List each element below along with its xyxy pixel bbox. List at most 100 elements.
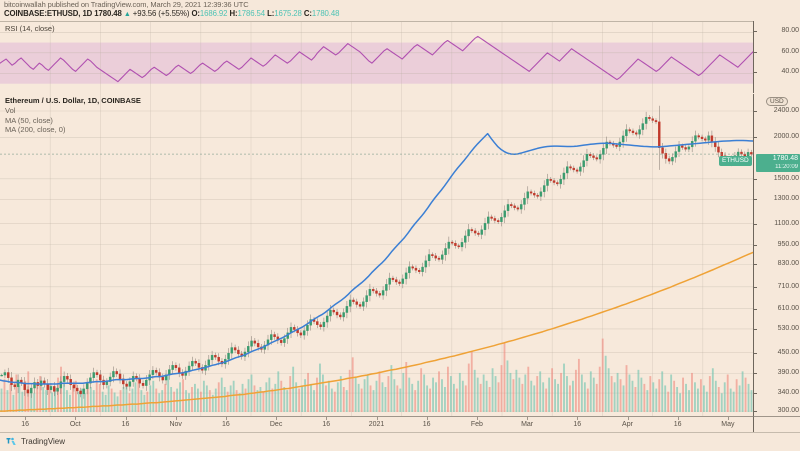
price-axis-tick	[754, 328, 757, 330]
symbol-info-bar: COINBASE:ETHUSD, 1D 1780.48 ▲ +93.56 (+5…	[4, 9, 339, 18]
main-legend-title[interactable]: Ethereum / U.S. Dollar, 1D, COINBASE	[5, 96, 141, 105]
current-price-value: 1780.48	[772, 155, 798, 162]
symbol-price-badge: ETHUSD	[719, 156, 752, 166]
time-axis[interactable]: 16 Oct 16 Nov 16 Dec 16 2021 16 Feb Mar 16 Apr 16 May	[0, 416, 753, 433]
rsi-indicator-pane[interactable]: RSI (14, close)	[0, 21, 753, 95]
time-axis-tick	[677, 417, 679, 420]
price-axis-label: 610.00	[777, 304, 799, 312]
time-axis-label: 16	[121, 421, 130, 428]
ma50-legend[interactable]: MA (50, close)	[5, 115, 53, 125]
main-price-pane[interactable]: Ethereum / U.S. Dollar, 1D, COINBASE Vol…	[0, 94, 753, 416]
price-axis-tick	[754, 308, 757, 310]
rsi-axis-tick	[754, 31, 757, 33]
time-axis-label: Dec	[269, 421, 283, 428]
price-axis-tick	[754, 223, 757, 225]
rsi-plot	[0, 22, 753, 94]
volume-legend[interactable]: Vol	[5, 106, 16, 115]
time-axis-tick	[75, 417, 77, 420]
time-axis-label: Oct	[69, 421, 81, 428]
time-axis-corner	[753, 416, 800, 433]
time-axis-tick	[627, 417, 629, 420]
time-axis-tick	[25, 417, 27, 420]
price-axis-tick	[754, 137, 757, 139]
price-axis-label: 950.00	[777, 240, 799, 248]
tradingview-brand-text: TradingView	[21, 436, 66, 446]
publish-watermark: bitcoinwallah published on TradingView.c…	[4, 0, 249, 9]
footer-bar: TradingView	[0, 432, 800, 451]
close-label: C:	[303, 8, 312, 18]
time-axis-tick	[727, 417, 729, 420]
watermark-text: bitcoinwallah published on TradingView.c…	[4, 0, 249, 9]
time-axis-tick	[276, 417, 278, 420]
rsi-axis-tick	[754, 51, 757, 53]
high-value: 1786.54	[237, 8, 266, 18]
last-price: 1780.48	[94, 8, 122, 18]
time-axis-label: 2021	[368, 421, 385, 428]
time-axis-label: May	[721, 421, 735, 428]
price-axis-tick	[754, 286, 757, 288]
time-axis-tick	[527, 417, 529, 420]
main-legend: Ethereum / U.S. Dollar, 1D, COINBASE Vol…	[5, 96, 141, 135]
price-axis-label: 300.00	[777, 407, 799, 415]
ma200-legend[interactable]: MA (200, close, 0)	[5, 125, 66, 134]
time-axis-label: 16	[322, 421, 331, 428]
price-axis-tick	[754, 110, 757, 112]
direction-up-icon: ▲	[123, 10, 131, 18]
price-axis-label: 450.00	[777, 348, 799, 356]
time-axis-tick	[476, 417, 478, 420]
price-axis-tick	[754, 244, 757, 246]
tradingview-brand[interactable]: TradingView	[6, 436, 65, 446]
time-axis-label: 16	[422, 421, 431, 428]
time-axis-label: 16	[21, 421, 29, 428]
rsi-axis-label: 40.00	[781, 68, 799, 76]
time-axis-tick	[125, 417, 127, 420]
time-axis-tick	[175, 417, 177, 420]
time-axis-tick	[326, 417, 328, 420]
candlestick-plot	[0, 94, 753, 416]
rsi-legend[interactable]: RSI (14, close)	[5, 24, 55, 33]
price-axis-label: 390.00	[777, 369, 799, 377]
price-axis-label: 2000.00	[773, 133, 799, 141]
price-change: +93.56 (+5.55%)	[132, 8, 190, 18]
price-axis-tick	[754, 373, 757, 375]
price-axis-tick	[754, 178, 757, 180]
price-axis-label: 1500.00	[773, 174, 799, 182]
time-axis-tick	[376, 417, 378, 420]
current-price-badge: 1780.48 11:20:09	[756, 154, 800, 172]
time-axis-label: Apr	[622, 421, 633, 428]
rsi-axis-tick	[754, 72, 757, 74]
time-axis-label: 16	[673, 421, 682, 428]
open-label: O:	[191, 8, 200, 18]
rsi-axis-label: 80.00	[781, 27, 799, 35]
current-price-time: 11:20:09	[775, 164, 798, 170]
price-axis-tick	[754, 393, 757, 395]
currency-badge[interactable]: USD	[766, 97, 788, 106]
rsi-axis-label: 60.00	[781, 47, 799, 55]
time-axis-tick	[426, 417, 428, 420]
time-axis-label: Nov	[169, 421, 182, 428]
time-axis-label: Feb	[470, 421, 483, 428]
price-axis-tick	[754, 352, 757, 354]
rsi-price-axis[interactable]: 80.00 60.00 40.00	[753, 21, 800, 93]
price-axis-label: 530.00	[777, 324, 799, 332]
price-axis-tick	[754, 199, 757, 201]
time-axis-label: 16	[221, 421, 230, 428]
low-value: 1675.28	[274, 8, 302, 18]
price-axis-label: 1300.00	[773, 195, 799, 203]
time-axis-label: Mar	[521, 421, 534, 428]
low-label: L:	[267, 8, 275, 18]
open-value: 1686.92	[199, 8, 228, 18]
symbol-ticker[interactable]: COINBASE:ETHUSD, 1D	[4, 8, 93, 18]
high-label: H:	[229, 8, 238, 18]
time-axis-tick	[225, 417, 227, 420]
price-axis-label: 830.00	[777, 260, 799, 268]
close-value: 1780.48	[311, 8, 340, 18]
price-axis-label: 2400.00	[773, 106, 799, 114]
price-axis-tick	[754, 264, 757, 266]
main-price-axis[interactable]: USD 2400.00 2000.00 1500.00 1300.00 1100.00 9…	[753, 94, 800, 416]
price-axis-tick	[754, 411, 757, 413]
price-axis-label: 710.00	[777, 282, 799, 290]
price-axis-label: 1100.00	[774, 219, 799, 227]
price-axis-label: 340.00	[777, 389, 799, 397]
time-axis-label: 16	[573, 421, 582, 428]
